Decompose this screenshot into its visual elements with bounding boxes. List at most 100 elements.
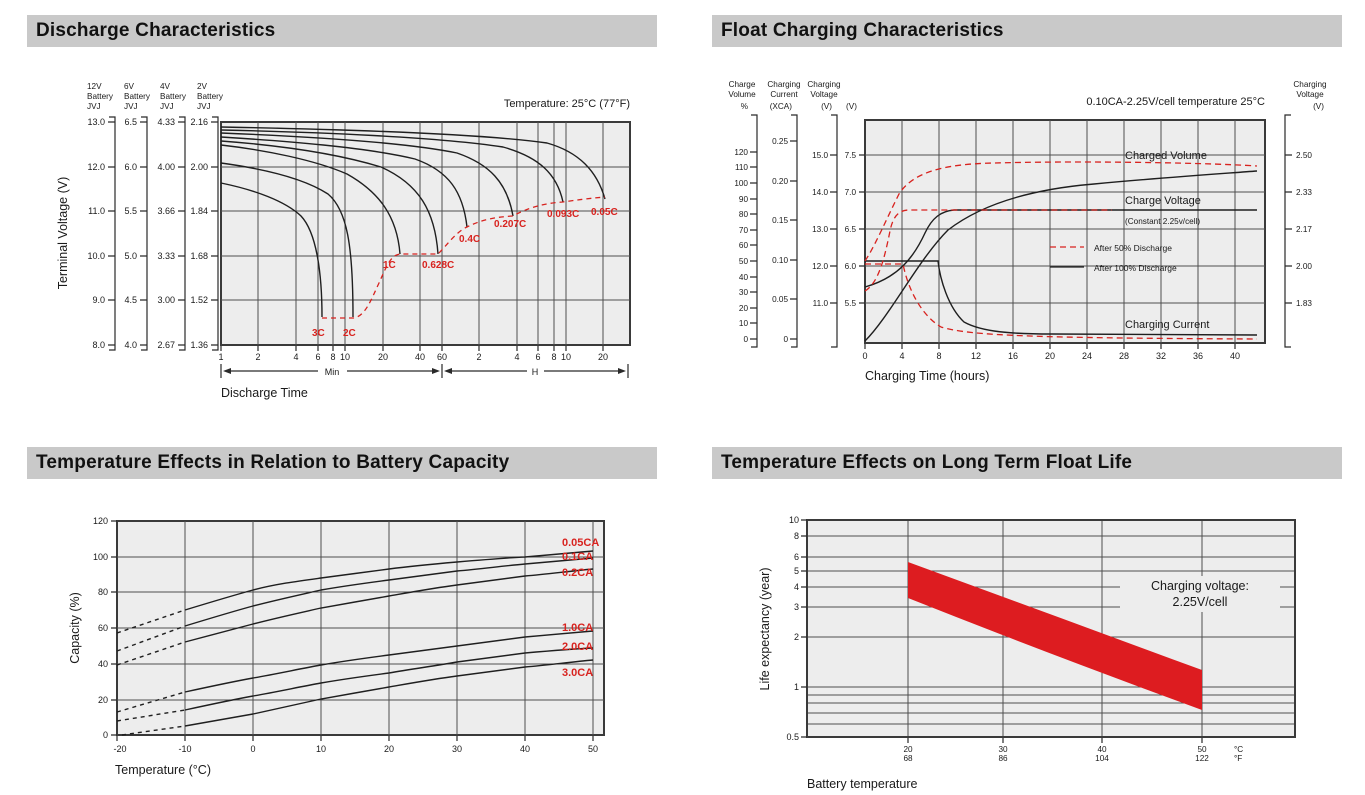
x-tick-labels: 1 2 4 6 8 10 20 40 60 2 4 6 8 10 20 xyxy=(218,352,608,362)
x-tick-marks xyxy=(864,344,1236,349)
svg-text:5.0: 5.0 xyxy=(124,251,137,261)
svg-text:40: 40 xyxy=(739,273,749,282)
scale-12v-l3: JVJ xyxy=(87,102,101,111)
legend-50pct: After 50% Discharge xyxy=(1094,243,1172,253)
y-tick-labels: 120 100 80 60 40 20 0 xyxy=(93,516,108,740)
svg-text:4.33: 4.33 xyxy=(157,117,175,127)
plot-area xyxy=(220,121,631,346)
axis-headers: Charge Volume % Charging Current (XCA) C… xyxy=(728,80,1327,111)
svg-text:Charging: Charging xyxy=(767,80,801,89)
discharge-title: Discharge Characteristics xyxy=(36,20,276,41)
svg-text:(V): (V) xyxy=(821,102,832,111)
svg-text:0: 0 xyxy=(103,730,108,740)
y-axis-title: Capacity (%) xyxy=(68,592,82,664)
svg-text:4: 4 xyxy=(514,352,519,362)
float-charging-panel: Float Charging Characteristics Charge Vo… xyxy=(712,15,1342,405)
x-tick-marks xyxy=(116,736,594,741)
svg-text:11.0: 11.0 xyxy=(88,206,105,216)
axis-bracket-4v xyxy=(178,116,186,351)
condition-note: 0.10CA-2.25V/cell temperature 25°C xyxy=(1086,96,1265,108)
svg-text:0: 0 xyxy=(250,744,255,754)
scale-12v-ticks: 13.0 12.0 11.0 10.0 9.0 8.0 xyxy=(87,117,105,350)
svg-text:14.0: 14.0 xyxy=(812,188,828,197)
svg-text:0.10: 0.10 xyxy=(772,256,788,265)
time-unit-ranges: Min H xyxy=(220,364,629,378)
svg-text:1.68: 1.68 xyxy=(190,251,208,261)
charged-volume-label: Charged Volume xyxy=(1125,150,1207,162)
right-axis-ticks: 1.83 2.00 2.17 2.33 2.50 xyxy=(1296,151,1312,308)
svg-text:32: 32 xyxy=(1156,351,1166,361)
svg-text:Charging: Charging xyxy=(807,80,841,89)
charging-current-label: Charging Current xyxy=(1125,319,1209,331)
svg-text:16: 16 xyxy=(1008,351,1018,361)
scale-4v-ticks: 4.33 4.00 3.66 3.33 3.00 2.67 xyxy=(157,117,175,350)
svg-text:10: 10 xyxy=(340,352,350,362)
svg-text:1.52: 1.52 xyxy=(190,295,208,305)
svg-text:40: 40 xyxy=(98,659,108,669)
svg-text:3: 3 xyxy=(794,602,799,612)
svg-text:60: 60 xyxy=(98,623,108,633)
legend-100pct: After 100% Discharge xyxy=(1094,263,1177,273)
curve-rate-labels: 3C 2C 1C 0.628C 0.4C 0.207C 0.093C 0.05C xyxy=(312,207,618,339)
svg-text:%: % xyxy=(741,102,748,111)
scale-12v-l2: Battery xyxy=(87,92,114,101)
svg-text:12.0: 12.0 xyxy=(812,262,828,271)
svg-text:2.33: 2.33 xyxy=(1296,188,1312,197)
svg-text:6.5: 6.5 xyxy=(124,117,137,127)
float-charging-curves xyxy=(864,161,1258,342)
scale-2v-l3: JVJ xyxy=(197,102,211,111)
svg-text:3.66: 3.66 xyxy=(157,206,175,216)
x-axis-title: Discharge Time xyxy=(221,386,308,400)
svg-text:86: 86 xyxy=(998,754,1008,763)
volume-ticks: 0 10 20 30 40 50 60 70 80 90 100 110 120 xyxy=(734,148,748,344)
axis-bracket-volume xyxy=(750,114,758,348)
cutoff-dashed-line xyxy=(322,196,606,319)
svg-text:50: 50 xyxy=(1197,745,1207,754)
svg-text:1: 1 xyxy=(794,682,799,692)
temp-capacity-title: Temperature Effects in Relation to Batte… xyxy=(36,452,510,473)
svg-text:104: 104 xyxy=(1095,754,1109,763)
svg-text:1: 1 xyxy=(218,352,223,362)
svg-text:-20: -20 xyxy=(113,744,126,754)
svg-text:10: 10 xyxy=(739,319,749,328)
svg-text:6: 6 xyxy=(315,352,320,362)
note-line1: Charging voltage: xyxy=(1151,579,1249,593)
svg-text:7.0: 7.0 xyxy=(845,188,857,197)
svg-text:11.0: 11.0 xyxy=(813,299,829,308)
svg-text:0: 0 xyxy=(862,351,867,361)
grid-horizontal xyxy=(807,535,1295,725)
svg-text:50: 50 xyxy=(588,744,598,754)
svg-text:80: 80 xyxy=(98,587,108,597)
x-tick-labels: 0 4 8 12 16 20 24 28 32 36 40 xyxy=(862,351,1240,361)
svg-text:100: 100 xyxy=(93,552,108,562)
svg-text:Charge: Charge xyxy=(729,80,756,89)
temperature-note: Temperature: 25°C (77°F) xyxy=(504,98,630,110)
svg-text:0.15: 0.15 xyxy=(772,216,788,225)
svg-text:20: 20 xyxy=(384,744,394,754)
temp-capacity-header: Temperature Effects in Relation to Batte… xyxy=(27,447,657,479)
svg-text:0.5: 0.5 xyxy=(786,732,799,742)
svg-text:4: 4 xyxy=(899,351,904,361)
svg-text:1.0CA: 1.0CA xyxy=(562,622,593,634)
svg-text:8: 8 xyxy=(551,352,556,362)
x-tick-marks xyxy=(220,346,604,351)
svg-text:2.00: 2.00 xyxy=(190,162,208,172)
svg-text:20: 20 xyxy=(1045,351,1055,361)
svg-text:10: 10 xyxy=(316,744,326,754)
svg-text:40: 40 xyxy=(520,744,530,754)
svg-text:0.2CA: 0.2CA xyxy=(562,567,593,579)
svg-text:40: 40 xyxy=(1230,351,1240,361)
svg-text:2.0CA: 2.0CA xyxy=(562,641,593,653)
svg-text:4.00: 4.00 xyxy=(157,162,175,172)
svg-text:50: 50 xyxy=(739,257,749,266)
svg-text:0.05CA: 0.05CA xyxy=(562,537,599,549)
svg-text:(V): (V) xyxy=(1313,102,1324,111)
svg-text:1.36: 1.36 xyxy=(190,340,208,350)
svg-text:24: 24 xyxy=(1082,351,1092,361)
y-tick-marks xyxy=(111,520,117,736)
svg-text:0.1CA: 0.1CA xyxy=(562,551,593,563)
x-axis-title: Temperature (°C) xyxy=(115,763,211,777)
unit-h-label: H xyxy=(532,367,539,377)
y-axis-title: Terminal Voltage (V) xyxy=(56,177,70,290)
discharge-header: Discharge Characteristics xyxy=(27,15,657,47)
